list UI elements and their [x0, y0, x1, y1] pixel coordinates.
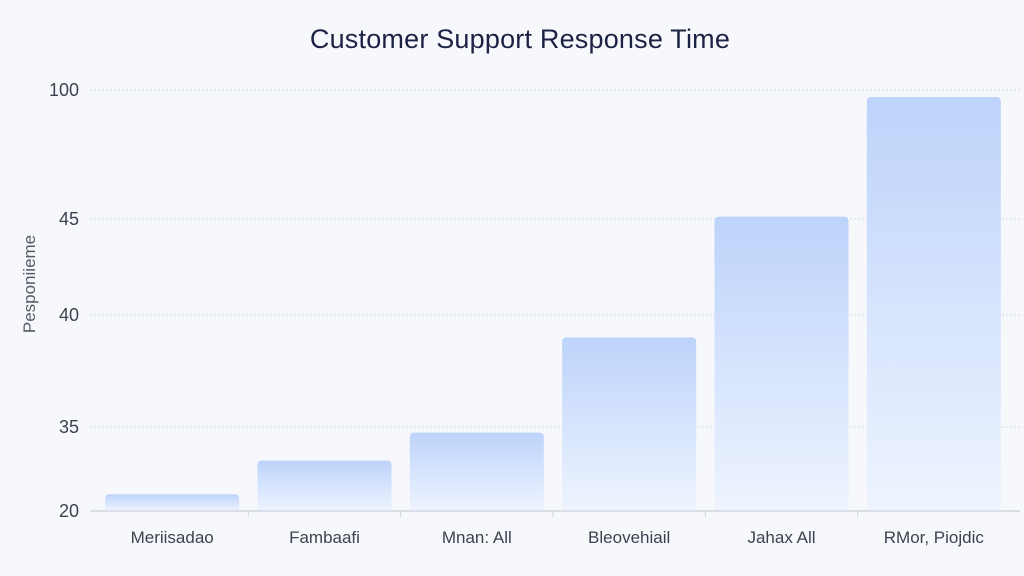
y-tick-label: 45: [59, 209, 79, 229]
x-tick-label: Meriisadao: [131, 528, 214, 547]
bar: [866, 97, 1001, 511]
y-tick-label: 35: [59, 417, 79, 437]
y-tick-label: 40: [59, 305, 79, 325]
bar: [105, 494, 240, 511]
bar: [409, 432, 544, 511]
x-tick-label: Bleovehiail: [588, 528, 670, 547]
bar: [562, 337, 697, 511]
chart-title: Customer Support Response Time: [309, 24, 731, 54]
y-tick-label: 100: [49, 80, 79, 100]
x-tick-label: Jahax All: [747, 528, 815, 547]
y-tick-label: 20: [59, 501, 79, 521]
bar: [714, 216, 849, 511]
x-tick-label: Mnan: All: [442, 528, 512, 547]
bar: [257, 460, 392, 511]
x-tick-label: Fambaafi: [289, 528, 360, 547]
x-tick-label: RMor, Piojdic: [884, 528, 985, 547]
